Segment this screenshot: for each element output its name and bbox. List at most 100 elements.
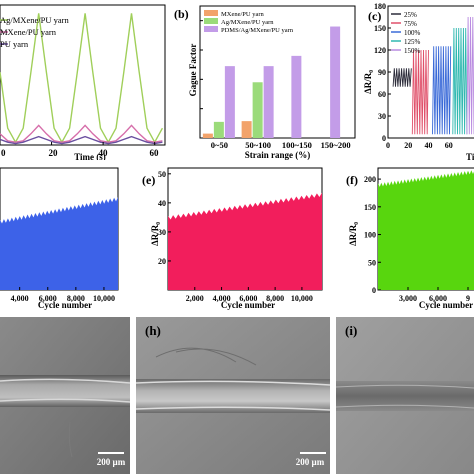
signal-area: [0, 197, 118, 290]
panel-e: (e) ΔR/R₀ 20 30 40 50 2,000 4,000 6,000 8,000 10…: [142, 167, 323, 310]
y-tick-label: 30: [378, 112, 386, 121]
x-tick-label: 8,000: [67, 294, 85, 303]
series-line: [452, 27, 468, 135]
y-tick-label: 200: [364, 175, 376, 184]
x-tick-label: 6,000: [39, 294, 57, 303]
y-tick-label: 150: [364, 203, 376, 212]
panel-b-plot: 0~50 50~100 100~150 150~200 Strain range (%)…: [199, 5, 356, 160]
sem-image-i: (i): [336, 317, 474, 474]
panel-letter: (b): [174, 7, 189, 21]
y-tick-label: 0: [372, 286, 376, 295]
panel-letter: (i): [345, 323, 357, 338]
legend-label: 125%: [404, 38, 421, 46]
x-tick-label: 100~150: [282, 140, 312, 150]
x-axis-label: Cycle number: [419, 300, 473, 310]
x-axis-label: Strain range (%): [245, 150, 311, 160]
series-line: [392, 68, 412, 87]
legend-swatch: [204, 26, 218, 32]
legend-label: 75%: [404, 20, 417, 28]
bar: [330, 26, 341, 138]
bar: [263, 66, 274, 138]
y-tick-label: 50: [368, 258, 376, 267]
signal-area: [168, 192, 322, 290]
x-tick-label: 0: [386, 141, 390, 150]
y-axis-label: Gague Factor: [188, 44, 198, 97]
legend-label: MXene/PU yarn: [221, 11, 265, 18]
x-axis-label: Time: [466, 152, 474, 160]
panel-a-legend: Ag/MXene/PU yarn MXene/PU yarn PU yarn: [0, 15, 69, 49]
sem-image-g: 200 µm: [0, 317, 130, 474]
y-axis-label: ΔR/R₀: [363, 70, 373, 94]
x-tick-label: 6,000: [239, 294, 257, 303]
x-tick-label: 6,000: [429, 294, 447, 303]
x-tick-label: 4,000: [213, 294, 231, 303]
signal-area: [378, 170, 474, 290]
sem-edge: [336, 384, 474, 409]
bar: [224, 66, 235, 138]
x-tick-label: 40: [99, 148, 109, 158]
x-tick-label: 10,000: [291, 294, 313, 303]
panel-a: Ag/MXene/PU yarn MXene/PU yarn PU yarn 0…: [0, 4, 166, 160]
y-tick-label: 40: [158, 199, 166, 208]
sem-scratch: [155, 347, 257, 366]
plot-frame: [199, 5, 356, 139]
x-tick-label: 150~200: [321, 140, 351, 150]
legend-label: MXene/PU yarn: [0, 27, 57, 37]
x-tick-label: 2,000: [186, 294, 204, 303]
y-tick-label: 50: [158, 170, 166, 179]
x-axis-label: Cycle number: [221, 300, 275, 310]
legend-swatch: [204, 18, 218, 24]
x-tick-label: 4,000: [11, 294, 29, 303]
y-tick-label: 30: [158, 228, 166, 237]
y-tick-label: 150: [374, 24, 386, 33]
panel-letter: (f): [346, 173, 358, 187]
legend-swatch: [204, 10, 218, 16]
legend-label: 25%: [404, 11, 417, 19]
series-line: [432, 46, 452, 135]
legend-label: Ag/MXene/PU yarn: [221, 19, 274, 26]
x-tick-label: 10,000: [93, 294, 115, 303]
x-tick-label: 60: [150, 148, 160, 158]
series-line: [466, 16, 474, 135]
x-axis-label: Time (s): [74, 152, 106, 160]
y-tick-label: 60: [378, 90, 386, 99]
legend-label: 100%: [404, 29, 421, 37]
legend-label: PDMS/Ag/MXene/PU yarn: [221, 27, 294, 34]
panel-c-plot: 0 30 60 90 120 150 180 0 20 40 60 25%75%100%125%150…: [374, 2, 474, 150]
bar: [241, 121, 252, 138]
y-tick-label: 100: [364, 231, 376, 240]
legend-label: 150%: [404, 47, 421, 55]
legend-label: PU yarn: [0, 39, 29, 49]
bar: [213, 121, 224, 138]
bar: [202, 133, 213, 138]
panel-a-lines: [0, 13, 164, 145]
series-line: [411, 49, 429, 135]
y-tick-label: 180: [374, 2, 386, 11]
x-tick-label: 20: [404, 141, 412, 150]
y-axis-label: ΔR/R₀: [348, 222, 358, 246]
x-tick-label: 3,000: [399, 294, 417, 303]
x-tick-label: 20: [49, 148, 59, 158]
y-tick-label: 0: [382, 134, 386, 143]
panel-letter: (e): [142, 173, 155, 187]
scale-bar-label: 200 µm: [296, 457, 325, 467]
panel-f-plot: 0 50 100 150 200 3,000 6,000 9: [364, 167, 474, 303]
x-tick-label: 40: [424, 141, 432, 150]
panel-e-plot: 20 30 40 50 2,000 4,000 6,000 8,000 10,000: [158, 167, 323, 303]
y-tick-label: 20: [158, 257, 166, 266]
panel-letter: (h): [145, 323, 161, 338]
panel-f: (f) ΔR/R₀ 0 50 100 150 200 3,000 6,000 9 Cycle …: [346, 167, 474, 310]
sem-edge: [136, 380, 330, 411]
x-axis-label: Cycle number: [38, 300, 92, 310]
panel-d-plot: 4,000 6,000 8,000 10,000: [0, 167, 119, 303]
series-line: [0, 135, 163, 145]
sem-edge: [0, 378, 130, 403]
x-tick-label: 0: [1, 148, 6, 158]
y-tick-label: 120: [374, 46, 386, 55]
panel-b: (b) Gague Factor 0~50 50~100 100~150 150~20…: [174, 5, 356, 160]
x-tick-label: 60: [445, 141, 453, 150]
bar: [252, 82, 263, 138]
panel-d: 4,000 6,000 8,000 10,000 Cycle number: [0, 167, 119, 310]
panel-letter: (c): [368, 9, 381, 23]
